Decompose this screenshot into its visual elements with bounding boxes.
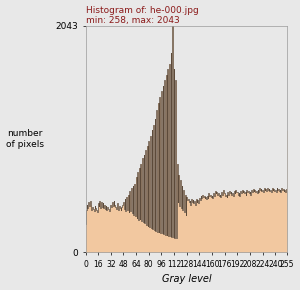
Y-axis label: number
of pixels: number of pixels [6,129,44,149]
X-axis label: Gray level: Gray level [161,274,211,284]
Text: Histogram of: he-000.jpg
min: 258, max: 2043: Histogram of: he-000.jpg min: 258, max: … [85,6,198,25]
